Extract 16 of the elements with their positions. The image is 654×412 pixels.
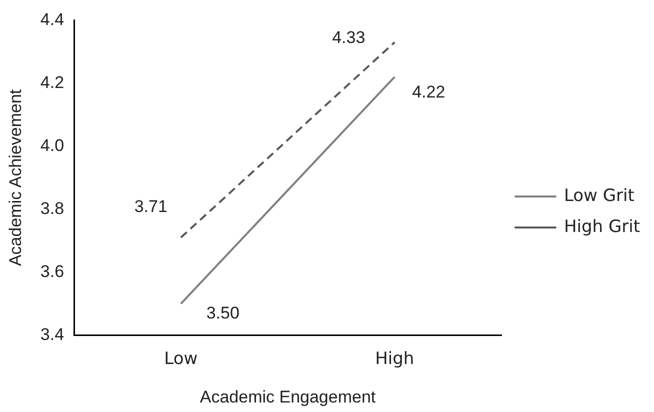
data-label: 3.71 <box>134 197 168 216</box>
y-tick-label: 4.2 <box>40 72 64 92</box>
data-label: 3.50 <box>206 303 240 322</box>
y-tick-label: 4.4 <box>40 10 64 29</box>
y-tick-label: 4.0 <box>40 136 64 155</box>
legend-label: High Grit <box>564 216 640 237</box>
data-label: 4.22 <box>412 82 446 102</box>
y-tick-label: 3.6 <box>40 262 64 281</box>
y-tick-label: 3.8 <box>40 198 64 218</box>
x-tick-label: High <box>375 348 414 369</box>
x-axis-title: Academic Engagement <box>200 387 376 406</box>
y-tick-label: 3.4 <box>40 324 64 344</box>
y-axis-title: Academic Achievement <box>6 89 25 266</box>
x-tick-label: Low <box>164 348 198 369</box>
data-label: 4.33 <box>332 28 366 47</box>
legend-label: Low Grit <box>564 186 635 206</box>
